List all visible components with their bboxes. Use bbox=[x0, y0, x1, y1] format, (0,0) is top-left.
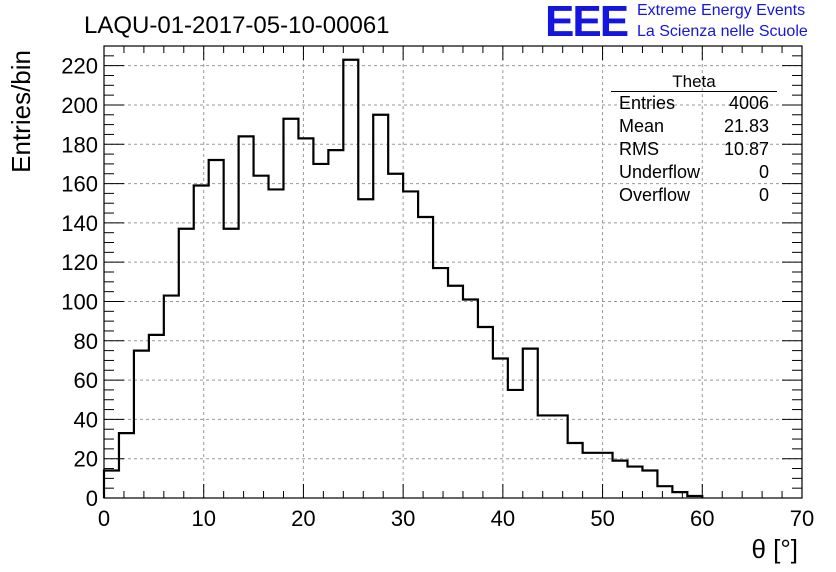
stats-value: 21.83 bbox=[723, 116, 769, 136]
y-tick-label: 40 bbox=[74, 407, 98, 432]
x-tick-label: 40 bbox=[491, 506, 515, 531]
histogram-bin bbox=[224, 229, 239, 498]
histogram-bin bbox=[373, 115, 388, 498]
histogram-outline bbox=[102, 58, 704, 498]
y-tick-label: 20 bbox=[74, 447, 98, 472]
x-tick-label: 0 bbox=[98, 506, 110, 531]
histogram-bin bbox=[553, 415, 568, 498]
y-axis-label: Entries/bin bbox=[6, 50, 36, 173]
y-tick-label: 160 bbox=[61, 172, 98, 197]
histogram-series bbox=[102, 58, 704, 498]
y-tick-label: 120 bbox=[61, 250, 98, 275]
y-tick-label: 100 bbox=[61, 289, 98, 314]
stats-label: Overflow bbox=[619, 185, 691, 205]
histogram-bin bbox=[343, 60, 358, 498]
histogram-bin bbox=[448, 286, 463, 498]
stats-row-entries: Entries 4006 bbox=[611, 92, 777, 115]
stats-value: 10.87 bbox=[723, 139, 769, 159]
histogram-bin bbox=[164, 296, 179, 498]
histogram-bin bbox=[119, 433, 134, 498]
y-tick-label: 80 bbox=[74, 329, 98, 354]
stats-value: 0 bbox=[758, 185, 769, 205]
stats-value: 0 bbox=[758, 162, 769, 182]
stats-label: RMS bbox=[619, 139, 659, 159]
histogram-bin bbox=[134, 351, 149, 498]
histogram-bin bbox=[478, 327, 493, 498]
histogram-bin bbox=[508, 390, 523, 498]
tick-labels: 0 10 20 30 40 50 60 70 0 20 40 60 80 100 120 140 160 180 2… bbox=[61, 54, 814, 531]
logo-text-line1: Extreme Energy Events bbox=[637, 2, 806, 19]
histogram-bin bbox=[523, 349, 538, 498]
histogram-bin bbox=[613, 461, 628, 498]
stats-title: Theta bbox=[611, 73, 777, 92]
stats-row-overflow: Overflow 0 bbox=[611, 184, 777, 207]
logo-text-line2: La Scienza nelle Scuole bbox=[637, 23, 808, 40]
histogram-bin bbox=[433, 268, 448, 498]
histogram-bin bbox=[254, 176, 269, 498]
stats-row-mean: Mean 21.83 bbox=[611, 115, 777, 138]
histogram-bin bbox=[493, 358, 508, 498]
stats-row-underflow: Underflow 0 bbox=[611, 161, 777, 184]
x-tick-label: 30 bbox=[391, 506, 415, 531]
histogram-bin bbox=[463, 300, 478, 498]
stats-label: Mean bbox=[619, 116, 665, 136]
stats-box: Theta Entries 4006 Mean 21.83 RMS 10.87 … bbox=[611, 73, 777, 207]
y-tick-label: 200 bbox=[61, 93, 98, 118]
x-tick-label: 20 bbox=[291, 506, 315, 531]
x-tick-label: 10 bbox=[191, 506, 215, 531]
histogram-bin bbox=[642, 470, 657, 498]
x-axis-label: θ [°] bbox=[751, 534, 798, 564]
stats-label: Entries bbox=[619, 93, 676, 113]
histogram-bin bbox=[104, 470, 119, 498]
histogram-bin bbox=[149, 335, 164, 498]
histogram-bin bbox=[538, 415, 553, 498]
y-tick-label: 140 bbox=[61, 211, 98, 236]
stats-row-rms: RMS 10.87 bbox=[611, 138, 777, 161]
axis-ticks bbox=[103, 45, 803, 499]
histogram-bin bbox=[283, 119, 298, 498]
stats-label: Underflow bbox=[619, 162, 701, 182]
histogram-bin bbox=[194, 186, 209, 498]
y-tick-label: 60 bbox=[74, 368, 98, 393]
x-tick-label: 50 bbox=[590, 506, 614, 531]
histogram-bin bbox=[568, 443, 583, 498]
histogram-bin bbox=[313, 164, 328, 498]
histogram-bin bbox=[628, 467, 643, 498]
x-tick-label: 70 bbox=[790, 506, 814, 531]
histogram-bin bbox=[583, 453, 598, 498]
histogram-bin bbox=[403, 191, 418, 498]
histogram-bin bbox=[269, 189, 284, 498]
eee-logo: EEE bbox=[545, 0, 629, 46]
stats-value: 4006 bbox=[728, 93, 769, 113]
histogram-bin bbox=[328, 150, 343, 498]
y-tick-label: 0 bbox=[86, 486, 98, 511]
histogram-bin bbox=[209, 160, 224, 498]
histogram-bin bbox=[418, 217, 433, 498]
y-tick-label: 220 bbox=[61, 54, 98, 79]
x-tick-label: 60 bbox=[690, 506, 714, 531]
grid bbox=[104, 46, 802, 498]
chart-title: LAQU-01-2017-05-10-00061 bbox=[84, 12, 390, 39]
histogram-bin bbox=[388, 174, 403, 498]
histogram-bin bbox=[239, 136, 254, 498]
histogram-bin bbox=[179, 229, 194, 498]
histogram-bin bbox=[298, 138, 313, 498]
histogram-bin bbox=[657, 486, 672, 498]
y-tick-label: 180 bbox=[61, 132, 98, 157]
histogram-bin bbox=[598, 453, 613, 498]
histogram-bin bbox=[358, 199, 373, 498]
